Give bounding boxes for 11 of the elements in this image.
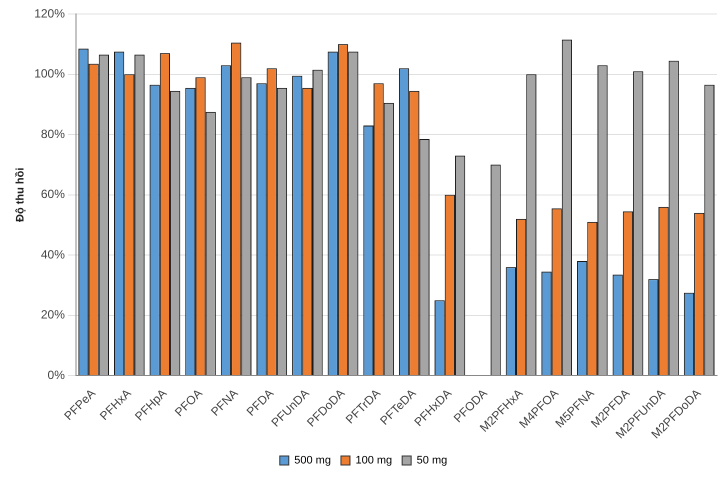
legend-label: 500 mg	[294, 454, 331, 467]
y-tick-label: 20%	[40, 308, 66, 322]
legend-label: 100 mg	[355, 454, 392, 467]
legend-label: 50 mg	[416, 454, 448, 467]
y-tick-label: 60%	[40, 187, 66, 202]
y-tick-label: 0%	[48, 368, 66, 382]
y-tick-label: 40%	[40, 247, 66, 262]
y-axis-title: Độ thu hồi	[14, 168, 27, 222]
y-tick-label: 100%	[34, 66, 66, 81]
y-tick-label: 80%	[40, 126, 66, 141]
y-tick-label: 120%	[34, 6, 66, 20]
